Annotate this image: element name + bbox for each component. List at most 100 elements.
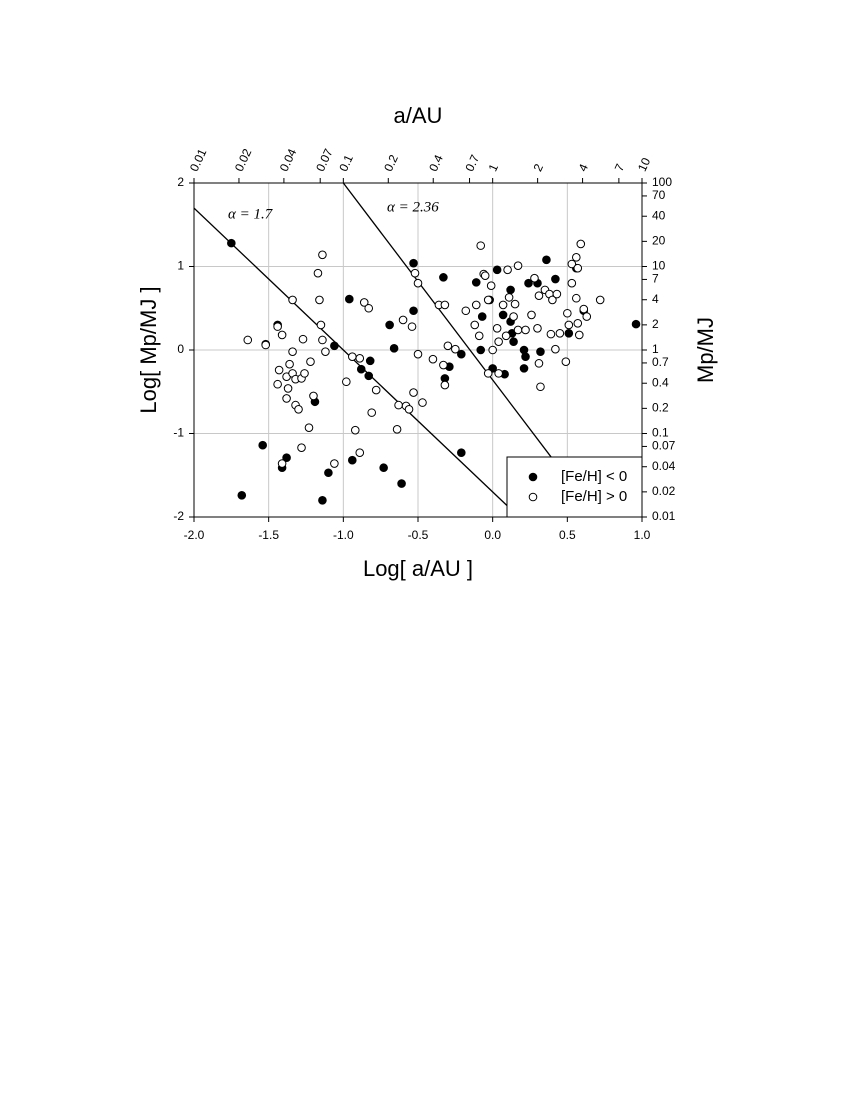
data-point (509, 312, 518, 321)
data-point (492, 323, 502, 333)
data-point (555, 329, 565, 338)
data-point (288, 347, 297, 356)
data-point (527, 310, 536, 320)
data-point (534, 291, 544, 301)
data-point (324, 468, 333, 478)
x2-tick-label: 0.1 (336, 152, 356, 173)
y2-tick-label: 0.2 (652, 401, 669, 415)
y2-tick-label: 7 (652, 272, 659, 286)
data-point (501, 331, 511, 341)
data-point (385, 320, 394, 330)
data-point (498, 310, 508, 320)
x-tick-label: -2.0 (184, 528, 205, 542)
data-point (359, 298, 369, 307)
y2-tick-label: 0.1 (652, 426, 669, 440)
x-tick-label: -1.0 (333, 528, 354, 542)
data-point (486, 281, 496, 291)
data-point (574, 330, 584, 340)
data-point (315, 295, 324, 305)
data-point (313, 268, 323, 278)
data-point (277, 330, 287, 340)
data-point (461, 306, 471, 316)
data-point (510, 299, 520, 309)
data-point (397, 479, 406, 488)
data-point (418, 398, 427, 407)
data-point (285, 359, 294, 369)
data-point (356, 364, 366, 374)
data-point (409, 388, 418, 397)
data-point (513, 261, 523, 270)
y-tick-label: -2 (173, 509, 184, 523)
x2-tick-label: 0.2 (381, 152, 401, 173)
legend-label: [Fe/H] > 0 (561, 488, 627, 505)
data-point (413, 349, 423, 359)
data-point (536, 382, 545, 392)
data-point (258, 440, 267, 450)
data-point (392, 425, 402, 434)
data-point (394, 400, 403, 410)
data-point (306, 357, 315, 366)
data-point (471, 278, 481, 287)
data-point (439, 273, 448, 282)
data-point (404, 404, 414, 414)
legend-box (506, 456, 643, 518)
data-point (563, 308, 572, 318)
plot-frame (193, 182, 643, 518)
data-point (282, 394, 291, 403)
y2-tick-label: 4 (652, 292, 659, 306)
data-point (564, 320, 574, 330)
data-point (504, 293, 514, 302)
data-point (513, 325, 523, 335)
data-point (477, 312, 487, 321)
x-tick-label: -1.5 (258, 528, 279, 542)
data-point (573, 263, 583, 273)
x2-tick-label: 10 (635, 155, 653, 173)
data-point (548, 295, 557, 305)
data-point (347, 352, 357, 361)
data-point (542, 255, 551, 265)
x2-tick-label: 0.4 (426, 152, 446, 173)
data-point (571, 253, 581, 262)
data-point (261, 340, 270, 350)
data-point (273, 379, 282, 389)
y-tick-label: 2 (177, 175, 184, 189)
data-point (567, 278, 577, 288)
data-point (534, 359, 544, 368)
data-point (524, 278, 533, 288)
data-point (552, 289, 562, 299)
fit-line (342, 183, 561, 469)
data-point (480, 271, 490, 280)
data-point (277, 459, 287, 468)
data-point (536, 347, 545, 356)
data-point (476, 241, 486, 250)
data-point (304, 423, 314, 432)
data-point (546, 329, 556, 339)
data-point (330, 459, 339, 468)
data-point (498, 300, 508, 310)
data-point (492, 265, 502, 275)
data-point (551, 274, 560, 284)
y2-tick-label: 0.01 (652, 509, 676, 523)
x-axis-label: Log[ a/AU ] (363, 556, 473, 581)
data-point (389, 344, 399, 353)
data-point (371, 385, 381, 395)
data-point (367, 408, 377, 417)
fit-label: α = 2.36 (387, 199, 439, 215)
data-point (471, 300, 481, 310)
top-axis-title: a/AU (394, 103, 443, 128)
data-point (567, 259, 577, 269)
y2-tick-label: 0.07 (652, 439, 676, 453)
data-point (483, 369, 493, 378)
y2-tick-label: 40 (652, 208, 666, 222)
y-tick-label: -1 (173, 426, 184, 440)
y2-tick-label: 0.7 (652, 355, 669, 369)
data-point (345, 294, 354, 304)
y2-tick-label: 1 (652, 342, 659, 356)
data-point (576, 239, 586, 249)
data-point (413, 278, 423, 288)
data-point (288, 295, 297, 305)
data-point (530, 273, 539, 283)
data-point (347, 455, 357, 465)
data-point (316, 320, 326, 330)
